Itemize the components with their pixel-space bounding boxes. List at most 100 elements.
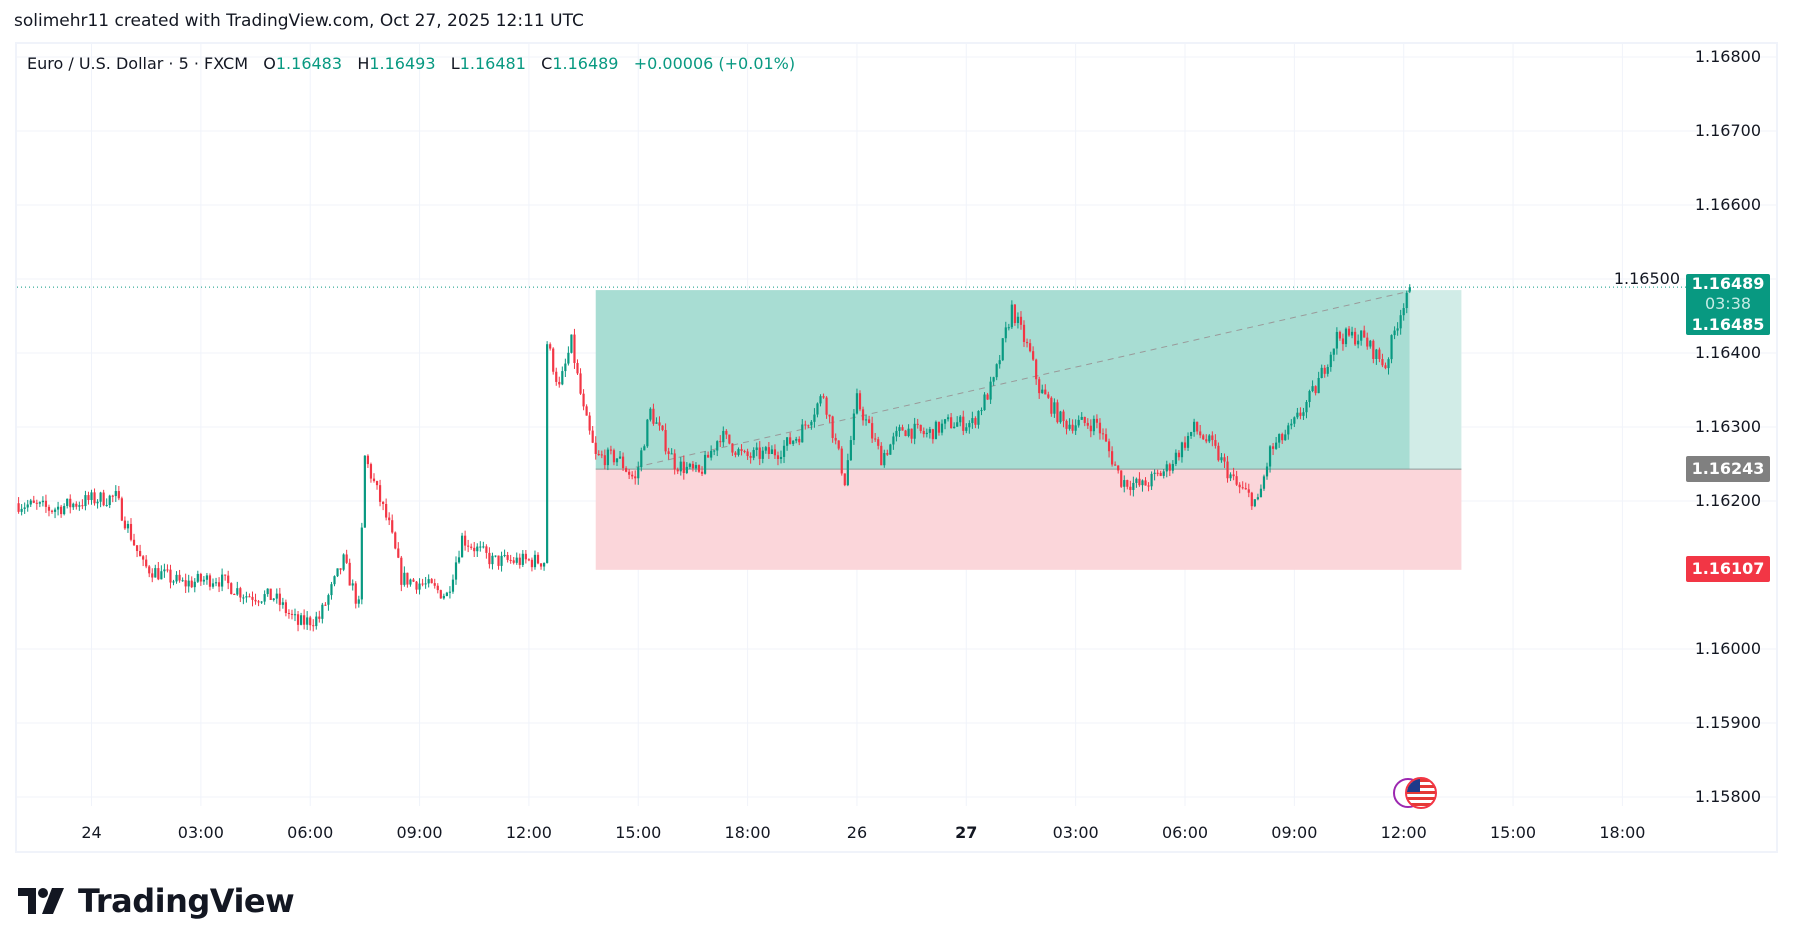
candle-body [90, 492, 93, 500]
candle-body [971, 418, 974, 424]
candle-body [579, 373, 582, 394]
candle-body [1253, 499, 1256, 507]
candle-body [214, 582, 218, 584]
time-axis-label: 03:00 [1052, 823, 1099, 842]
candle-body [485, 546, 488, 553]
candle-body [992, 377, 995, 382]
candle-body [946, 417, 950, 420]
candle-body [363, 455, 366, 528]
candle-body [840, 448, 843, 474]
candle-body [1329, 354, 1332, 368]
close-value: 1.16489 [552, 54, 619, 73]
candle-body [1183, 442, 1187, 448]
candle-body [940, 423, 944, 433]
candle-body [467, 545, 470, 547]
candle-body [1165, 464, 1168, 472]
symbol-title[interactable]: Euro / U.S. Dollar · 5 · FXCM [27, 54, 249, 73]
candle-body [1147, 485, 1150, 487]
candle-body [1205, 439, 1208, 442]
candle-body [1396, 328, 1399, 331]
candle-body [503, 554, 506, 556]
candle-body [649, 408, 652, 420]
candle-body [375, 481, 379, 486]
candle-body [1035, 359, 1038, 380]
profit-zone-future[interactable] [1409, 290, 1462, 470]
candle-body [618, 456, 622, 459]
candle-body [242, 597, 245, 599]
candle-body [497, 555, 500, 566]
candle-body [509, 559, 512, 561]
candle-body [199, 573, 202, 582]
candle-body [773, 449, 777, 456]
loss-zone[interactable] [595, 469, 1462, 570]
candle-body [770, 449, 773, 454]
candle-body [1083, 416, 1086, 423]
candle-body [217, 582, 221, 587]
candle-body [828, 414, 831, 417]
candle-body [1089, 425, 1092, 432]
time-axis-label: 12:00 [1380, 823, 1427, 842]
chart-pane[interactable] [15, 42, 1778, 853]
price-axis-label: 1.16700 [1694, 121, 1761, 140]
candle-body [418, 583, 421, 590]
candle-body [139, 551, 142, 557]
profit-zone[interactable] [595, 290, 1410, 470]
candle-body [151, 573, 154, 578]
candle-body [758, 447, 761, 459]
candle-body [1384, 365, 1387, 369]
candle-body [664, 429, 667, 452]
candle-body [567, 352, 570, 364]
candle-body [1153, 472, 1156, 474]
candle-body [38, 502, 41, 504]
candle-body [542, 562, 546, 567]
candle-body [1159, 472, 1162, 476]
candle-body [1168, 464, 1171, 471]
candle-body [221, 574, 224, 587]
candle-body [855, 393, 859, 414]
candle-body [959, 416, 962, 423]
candle-body [719, 441, 722, 443]
candle-body [1095, 418, 1099, 423]
price-axis-label: 1.16600 [1694, 195, 1761, 214]
candle-body [333, 576, 336, 585]
candle-body [1132, 482, 1135, 490]
candle-body [640, 450, 643, 468]
candle-body [634, 476, 637, 479]
candle-body [925, 432, 928, 435]
us-economic-event-icon[interactable] [1393, 777, 1439, 809]
candle-body [1022, 324, 1026, 342]
candle-body [564, 363, 567, 372]
candle-body [746, 451, 749, 457]
time-axis-label: 26 [846, 823, 868, 842]
candle-body [388, 517, 391, 521]
candle-body [473, 547, 476, 552]
candle-body [792, 440, 795, 444]
candle-body [482, 546, 485, 548]
candle-body [145, 559, 148, 567]
candle-body [275, 593, 278, 599]
candle-body [795, 438, 798, 441]
tradingview-logo[interactable]: TradingView [18, 882, 295, 920]
target-price-value: 1.16485 [1691, 315, 1765, 334]
candle-body [20, 508, 23, 512]
candle-body [1378, 349, 1381, 360]
candle-body [1360, 330, 1363, 341]
candle-body [44, 500, 48, 507]
candle-body [351, 583, 354, 586]
candle-body [1366, 337, 1369, 347]
candle-body [533, 554, 537, 568]
candle-body [886, 452, 889, 455]
close-label: C [541, 54, 553, 73]
candle-body [825, 397, 828, 415]
candle-body [460, 535, 464, 558]
candle-body [1180, 442, 1184, 458]
candle-body [1350, 331, 1354, 336]
candle-body [1247, 489, 1250, 493]
candle-body [187, 580, 190, 587]
candle-body [409, 579, 412, 585]
candle-body [1287, 425, 1290, 435]
low-value: 1.16481 [459, 54, 526, 73]
time-axis-label: 12:00 [505, 823, 552, 842]
candle-body [682, 461, 685, 474]
